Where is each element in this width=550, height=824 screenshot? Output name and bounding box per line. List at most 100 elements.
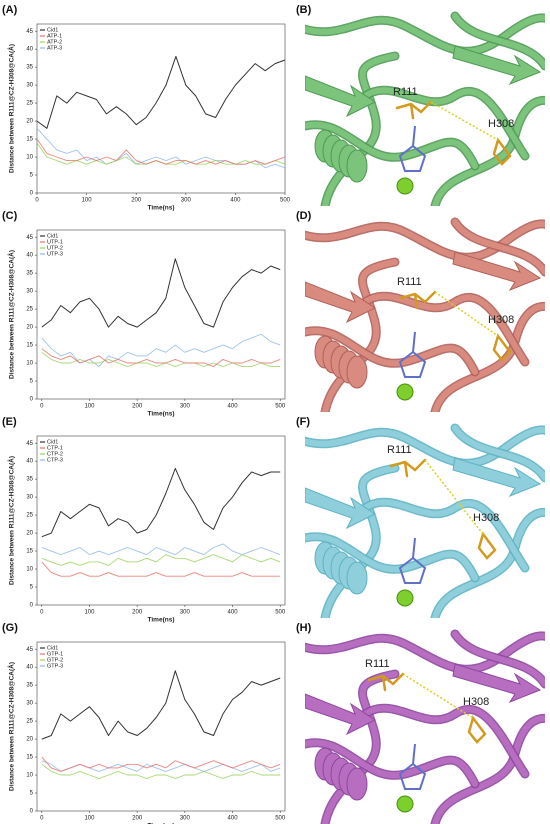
ribbons (305, 629, 545, 824)
x-tick-label: 300 (180, 610, 191, 616)
x-axis-label: Time(ns) (148, 205, 175, 212)
y-tick-label: 15 (26, 755, 33, 761)
side-chain (492, 137, 512, 166)
legend-label: Cid1 (47, 233, 58, 239)
y-tick-label: 35 (26, 65, 33, 71)
x-tick-label: 100 (84, 816, 95, 822)
legend-label: UTP-1 (47, 239, 63, 245)
legend-label: Cid1 (47, 27, 58, 33)
y-tick-label: 25 (26, 101, 33, 107)
x-tick-label: 300 (181, 198, 192, 204)
series-line (41, 554, 281, 566)
y-tick-label: 10 (26, 361, 33, 367)
y-tick-label: 45 (26, 441, 33, 447)
helix-turn (346, 355, 368, 389)
ribbon (322, 259, 398, 412)
x-tick-label: 200 (132, 610, 143, 616)
y-axis-label: Distance between R111@CZ-H308@CA(Å) (7, 250, 16, 379)
legend-label: GTP-3 (47, 663, 63, 669)
legend-label: UTP-3 (47, 251, 63, 257)
ribbon (322, 53, 398, 206)
helix-turn (346, 561, 368, 595)
ribbon (322, 465, 398, 618)
panel-label: (E) (2, 416, 17, 428)
y-tick-label: 15 (26, 549, 33, 555)
y-tick-label: 40 (26, 459, 33, 465)
ribbon (305, 121, 478, 169)
y-tick-label: 30 (26, 289, 33, 295)
ribbon (362, 499, 528, 571)
ribbon (305, 220, 545, 261)
y-tick-label: 15 (26, 343, 33, 349)
residue-label: H308 (488, 314, 514, 326)
series-line (41, 351, 281, 368)
x-tick-label: 100 (84, 404, 95, 410)
y-tick-label: 5 (30, 585, 34, 591)
panel-label: (B) (296, 4, 312, 16)
ribbons (305, 217, 545, 412)
sheet (452, 45, 542, 86)
ligand (398, 125, 427, 172)
ion (396, 177, 414, 195)
x-tick-label: 100 (82, 198, 93, 204)
helix-turn (346, 149, 368, 183)
y-tick-label: 40 (26, 253, 33, 259)
y-tick-label: 20 (26, 119, 33, 125)
ion (396, 795, 414, 813)
ribbon (305, 533, 478, 581)
ribbon (432, 97, 545, 206)
x-tick-label: 200 (132, 404, 143, 410)
x-tick-label: 100 (84, 610, 95, 616)
ribbon (432, 715, 545, 824)
y-tick-label: 20 (26, 325, 33, 331)
y-tick-label: 0 (30, 809, 34, 815)
x-axis-label: Time(ns) (148, 617, 175, 624)
side-chain (467, 715, 487, 744)
y-tick-label: 10 (26, 773, 33, 779)
y-tick-label: 0 (30, 603, 34, 609)
legend-label: ATP-1 (47, 33, 62, 39)
ribbon (432, 509, 545, 618)
distance-line (430, 101, 499, 141)
y-tick-label: 0 (30, 397, 34, 403)
panel-label: (A) (2, 4, 18, 16)
sheet (452, 251, 542, 292)
y-tick-label: 20 (26, 737, 33, 743)
series-line (41, 348, 281, 368)
helix-turn (346, 767, 368, 801)
y-tick-label: 35 (26, 477, 33, 483)
series-line (41, 467, 281, 538)
plot-frame (36, 229, 286, 400)
structure-image: R111 H308 (305, 217, 545, 412)
ribbons (305, 423, 545, 618)
legend-label: CTP-1 (47, 445, 63, 451)
legend-label: GTP-2 (47, 657, 63, 663)
distance-line (434, 291, 499, 337)
structure-image: R111 H308 (305, 11, 545, 206)
ribbon (305, 739, 478, 787)
side-chain (399, 290, 437, 310)
sheet (305, 693, 376, 736)
legend-label: UTP-2 (47, 245, 63, 251)
series-line (41, 670, 281, 740)
sheet (452, 457, 542, 498)
y-tick-label: 5 (30, 379, 34, 385)
ribbon (305, 14, 545, 55)
x-axis-label: Time(ns) (148, 823, 175, 824)
residue-label: R111 (365, 658, 390, 670)
x-tick-label: 200 (132, 816, 143, 822)
x-tick-label: 0 (40, 404, 44, 410)
y-tick-label: 35 (26, 271, 33, 277)
ribbons (305, 11, 545, 206)
ribbon (362, 293, 528, 365)
ligand (398, 537, 427, 584)
ribbon (430, 507, 545, 618)
ribbon (430, 95, 545, 206)
ion (396, 383, 414, 401)
y-tick-label: 5 (30, 791, 34, 797)
x-tick-label: 400 (228, 816, 239, 822)
y-tick-label: 30 (26, 83, 33, 89)
y-tick-label: 40 (26, 47, 33, 53)
ion (396, 589, 414, 607)
